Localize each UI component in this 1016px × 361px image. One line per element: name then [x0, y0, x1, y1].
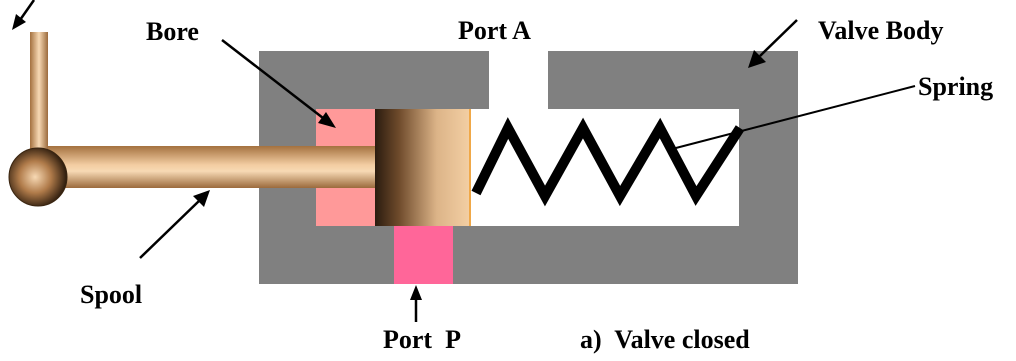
- arrows: [12, 0, 916, 322]
- spool-arrow: [139, 199, 201, 259]
- bore-arrow: [221, 39, 324, 119]
- handle-rod: [30, 32, 48, 170]
- spool-rod: [40, 146, 377, 188]
- port-a: [489, 51, 548, 109]
- handle-arrowhead: [12, 14, 26, 30]
- label-spring: Spring: [918, 72, 993, 101]
- knob-ball: [8, 147, 68, 207]
- spring-coil: [471, 117, 745, 207]
- valve-body-arrow: [759, 19, 798, 57]
- caption-valve-state: a) Valve closed: [580, 325, 750, 354]
- label-valve-body: Valve Body: [818, 16, 943, 45]
- spool-piston: [375, 109, 470, 226]
- spool-arrowhead: [193, 190, 210, 207]
- bore-arrowhead: [318, 112, 336, 128]
- valve-body-arrowhead: [748, 50, 766, 68]
- port-p-arrowhead: [410, 285, 422, 300]
- spring-leader: [671, 85, 916, 150]
- port-p: [394, 226, 453, 284]
- handle-arrow: [18, 0, 36, 21]
- label-port-p: Port P: [383, 325, 461, 354]
- label-port-a: Port A: [458, 16, 531, 45]
- label-spool: Spool: [80, 280, 142, 309]
- label-bore: Bore: [146, 17, 199, 46]
